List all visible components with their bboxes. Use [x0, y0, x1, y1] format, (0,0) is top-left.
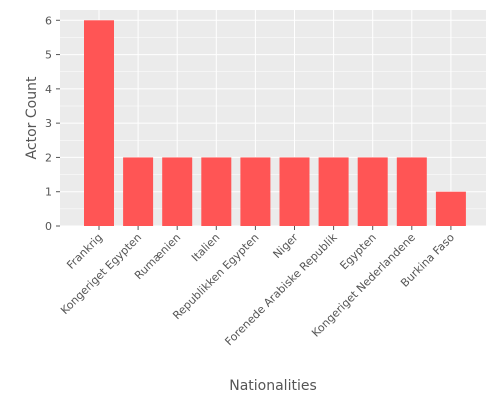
bar	[123, 157, 154, 226]
bars	[84, 20, 466, 226]
bar	[201, 157, 232, 226]
bar	[84, 20, 114, 226]
x-axis-label: Nationalities	[229, 378, 317, 394]
y-tick-label: 3	[45, 117, 52, 130]
x-tick-label: Italien	[189, 231, 222, 264]
y-tick-label: 2	[45, 151, 52, 164]
bar	[357, 157, 388, 226]
bar	[396, 157, 427, 226]
y-axis-label: Actor Count	[24, 76, 40, 159]
y-tick-label: 0	[45, 220, 52, 233]
bar	[240, 157, 271, 226]
y-tick-label: 1	[45, 186, 52, 199]
y-tick-label: 4	[45, 83, 52, 96]
y-tick-label: 5	[45, 49, 52, 62]
bar	[162, 157, 193, 226]
bar	[279, 157, 310, 226]
bar	[435, 191, 466, 226]
x-tick-label: Niger	[271, 231, 301, 261]
bar	[318, 157, 349, 226]
y-tick-label: 6	[45, 14, 52, 27]
y-axis-ticks: 0 1 2 3 4 5 6	[45, 14, 60, 233]
